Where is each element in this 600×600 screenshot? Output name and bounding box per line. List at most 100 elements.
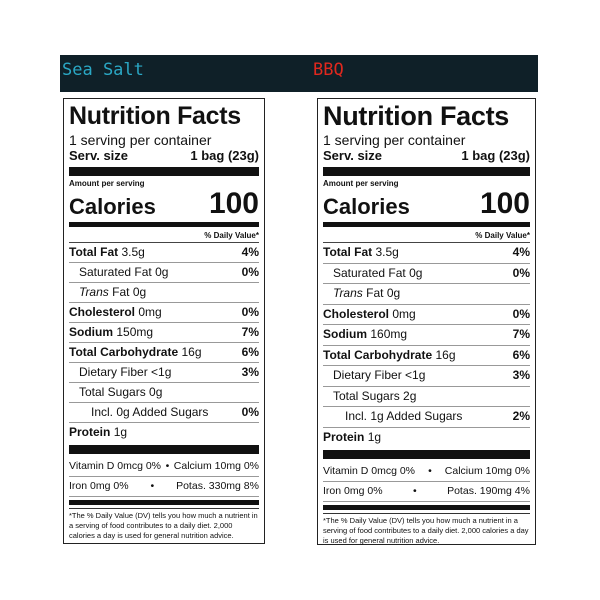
nutrient-row-total-carbohydrate: Total Carbohydrate 16g 6% — [69, 343, 259, 363]
nutrient-amount: 0g — [409, 265, 423, 280]
vitamin-d: Vitamin D 0mcg 0% — [69, 460, 162, 472]
vitamin-row-1: Vitamin D 0mcg 0% • Calcium 10mg 0% — [69, 457, 259, 477]
nutrient-amount: Fat 0g — [112, 285, 147, 299]
nutrient-amount: 1g — [113, 425, 128, 439]
nutrient-dv: 0% — [241, 265, 259, 279]
nutrient-name: Total Carbohydrate — [69, 345, 179, 359]
nutrient-name: Trans — [79, 285, 109, 299]
vitamin-d: Vitamin D 0mcg 0% — [323, 465, 416, 477]
footnote: *The % Daily Value (DV) tells you how mu… — [69, 508, 259, 541]
nutrient-row-total-fat: Total Fat 3.5g 4% — [323, 243, 530, 264]
nutrient-name: Saturated Fat — [333, 265, 406, 280]
nutrient-row-sodium: Sodium 160mg 7% — [323, 325, 530, 346]
nutrient-dv: 7% — [512, 327, 530, 341]
nutrient-row-sodium: Sodium 150mg 7% — [69, 323, 259, 343]
calories-row: Calories 100 — [69, 189, 259, 219]
nutrient-amount: 2g — [403, 388, 417, 403]
nutrient-amount: 160mg — [370, 327, 408, 341]
nutrient-row-cholesterol: Cholesterol 0mg 0% — [69, 303, 259, 323]
nutrient-name: Incl. 0g Added Sugars — [91, 405, 209, 419]
nutrient-name: Sodium — [323, 327, 367, 341]
nutrient-dv: 0% — [241, 405, 259, 419]
thick-divider — [323, 450, 530, 459]
nutrient-name: Dietary Fiber — [333, 368, 402, 382]
potassium: Potas. 330mg 8% — [176, 480, 259, 492]
nutrient-amount: 16g — [181, 345, 202, 359]
nutrient-amount: Fat 0g — [366, 286, 401, 300]
calories-label: Calories — [323, 194, 410, 219]
bullet: • — [165, 460, 170, 472]
footnote: *The % Daily Value (DV) tells you how mu… — [323, 513, 530, 546]
nutrient-row-total-carbohydrate: Total Carbohydrate 16g 6% — [323, 346, 530, 366]
nutrient-dv: 6% — [241, 345, 259, 359]
nutrient-dv: 6% — [512, 347, 530, 362]
nutrient-row-saturated-fat: Saturated Fat 0g 0% — [69, 263, 259, 283]
calories-row: Calories 100 — [323, 189, 530, 219]
flavor-label-sea-salt: Sea Salt — [62, 60, 144, 80]
nutrition-label-bbq: Nutrition Facts 1 serving per container … — [317, 98, 536, 545]
bullet: • — [150, 480, 155, 492]
thick-divider — [69, 445, 259, 454]
calories-label: Calories — [69, 194, 156, 219]
nutrient-name: Dietary Fiber — [79, 365, 148, 379]
amount-per-serving: Amount per serving — [323, 179, 399, 188]
serving-size-value: 1 bag (23g) — [190, 148, 259, 163]
nutrient-dv: 3% — [512, 368, 530, 382]
nutrient-name: Trans — [333, 286, 363, 300]
flavor-header-bar — [60, 55, 538, 92]
iron: Iron 0mg 0% — [69, 480, 129, 492]
nutrient-amount: 0mg — [392, 306, 416, 321]
nutrient-name: Protein — [323, 429, 365, 444]
potassium: Potas. 190mg 4% — [447, 485, 530, 497]
vitamin-row-2: Iron 0mg 0% • Potas. 330mg 8% — [69, 477, 259, 497]
nutrient-row-dietary-fiber: Dietary Fiber <1g 3% — [69, 363, 259, 383]
label-title: Nutrition Facts — [323, 101, 510, 131]
daily-value-header: % Daily Value* — [323, 230, 530, 243]
flavor-label-bbq: BBQ — [313, 60, 344, 80]
nutrient-row-saturated-fat: Saturated Fat 0g 0% — [323, 264, 530, 284]
nutrient-name: Total Carbohydrate — [323, 347, 433, 362]
serving-size-label: Serv. size — [323, 148, 383, 163]
nutrient-amount: 1g — [367, 429, 382, 444]
medium-divider — [69, 222, 259, 227]
servings-per-container: 1 serving per container — [69, 132, 212, 148]
vitamin-row-2: Iron 0mg 0% • Potas. 190mg 4% — [323, 482, 530, 502]
nutrient-name: Cholesterol — [69, 305, 136, 319]
nutrient-dv: 7% — [241, 325, 259, 339]
nutrient-name: Cholesterol — [323, 306, 390, 321]
amount-per-serving: Amount per serving — [69, 179, 145, 188]
nutrient-dv: 2% — [512, 409, 530, 423]
medium-divider — [69, 500, 259, 505]
medium-divider — [323, 222, 530, 227]
nutrient-row-added-sugars: Incl. 0g Added Sugars 0% — [69, 403, 259, 423]
nutrient-amount: <1g — [151, 365, 172, 379]
vitamin-row-1: Vitamin D 0mcg 0% • Calcium 10mg 0% — [323, 462, 530, 482]
nutrition-label-sea-salt: Nutrition Facts 1 serving per container … — [63, 98, 265, 544]
nutrient-amount: 0g — [149, 385, 163, 399]
nutrient-name: Protein — [69, 425, 111, 439]
nutrient-row-protein: Protein 1g — [69, 423, 259, 442]
nutrient-row-total-sugars: Total Sugars 0g — [69, 383, 259, 403]
iron: Iron 0mg 0% — [323, 485, 383, 497]
serving-size-value: 1 bag (23g) — [461, 148, 530, 163]
nutrient-name: Saturated Fat — [79, 265, 152, 279]
nutrient-amount: 3.5g — [375, 245, 399, 259]
nutrient-name: Total Sugars — [333, 388, 400, 403]
bullet: • — [428, 465, 432, 477]
nutrient-amount: <1g — [405, 368, 426, 382]
nutrient-row-dietary-fiber: Dietary Fiber <1g 3% — [323, 366, 530, 387]
nutrient-name: Sodium — [69, 325, 113, 339]
calories-value: 100 — [479, 187, 530, 220]
nutrient-dv: 0% — [512, 306, 530, 321]
serving-size-row: Serv. size 1 bag (23g) — [69, 148, 259, 164]
nutrient-dv: 4% — [241, 245, 259, 259]
nutrient-row-added-sugars: Incl. 1g Added Sugars 2% — [323, 407, 530, 428]
nutrient-amount: 150mg — [116, 325, 154, 339]
nutrient-row-total-sugars: Total Sugars 2g — [323, 387, 530, 407]
nutrient-dv: 0% — [512, 265, 530, 280]
calcium: Calcium 10mg 0% — [444, 465, 530, 477]
serving-size-row: Serv. size 1 bag (23g) — [323, 148, 530, 164]
nutrient-name: Total Fat — [69, 245, 119, 259]
nutrient-amount: 3.5g — [121, 245, 145, 259]
daily-value-header: % Daily Value* — [69, 230, 259, 243]
